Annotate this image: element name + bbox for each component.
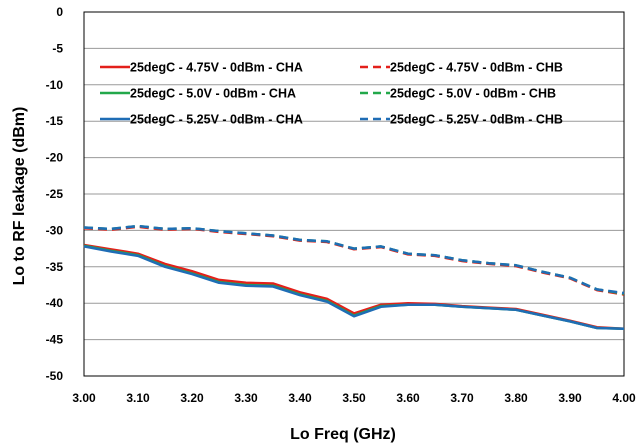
y-tick-label: -30 (46, 223, 64, 237)
x-tick-label: 3.00 (72, 391, 96, 405)
y-tick-label: -10 (46, 78, 64, 92)
series-line-2 (83, 225, 625, 296)
y-tick-label: -20 (46, 151, 64, 165)
x-tick-label: 3.80 (504, 391, 528, 405)
series-layer (83, 224, 625, 330)
y-tick-label: -45 (46, 333, 64, 347)
y-tick-label: -35 (46, 260, 64, 274)
x-tick-label: 3.50 (342, 391, 366, 405)
series-line-5 (83, 245, 625, 330)
y-tick-label: -25 (46, 187, 64, 201)
x-tick-label: 3.10 (126, 391, 150, 405)
x-tick-label: 3.30 (234, 391, 258, 405)
y-tick-label: -40 (46, 296, 64, 310)
y-tick-label: -50 (46, 369, 64, 383)
legend-label-5: 25degC - 5.25V - 0dBm - CHA (130, 113, 303, 127)
x-tick-label: 3.70 (450, 391, 474, 405)
legend-label-4: 25degC - 5.0V - 0dBm - CHB (390, 87, 556, 101)
y-tick-label: -5 (52, 41, 63, 55)
x-tick-label: 3.40 (288, 391, 312, 405)
y-tick-label: -15 (46, 114, 64, 128)
series-line-6 (83, 224, 625, 295)
y-axis-title: Lo to RF leakage (dBm) (11, 107, 28, 286)
x-axis-ticks: 3.00 3.10 3.20 3.30 3.40 3.50 3.60 3.70 3.80 3.90… (72, 391, 636, 405)
legend-label-1: 25degC - 4.75V - 0dBm - CHA (130, 61, 303, 75)
legend-label-3: 25degC - 5.0V - 0dBm - CHA (130, 87, 296, 101)
plot-area-frame (83, 11, 625, 377)
legend: 25degC - 4.75V - 0dBm - CHA 25degC - 4.75… (100, 61, 563, 127)
legend-label-2: 25degC - 4.75V - 0dBm - CHB (390, 61, 563, 75)
y-tick-label: 0 (56, 5, 63, 19)
x-tick-label: 3.20 (180, 391, 204, 405)
x-tick-label: 3.90 (558, 391, 582, 405)
x-tick-label: 4.00 (612, 391, 636, 405)
x-tick-label: 3.60 (396, 391, 420, 405)
x-axis-title: Lo Freq (GHz) (290, 426, 396, 443)
legend-label-6: 25degC - 5.25V - 0dBm - CHB (390, 113, 563, 127)
y-axis-ticks: 0 -5 -10 -15 -20 -25 -30 -35 -40 -45 -50 (46, 5, 64, 383)
series-line-4 (83, 224, 625, 295)
